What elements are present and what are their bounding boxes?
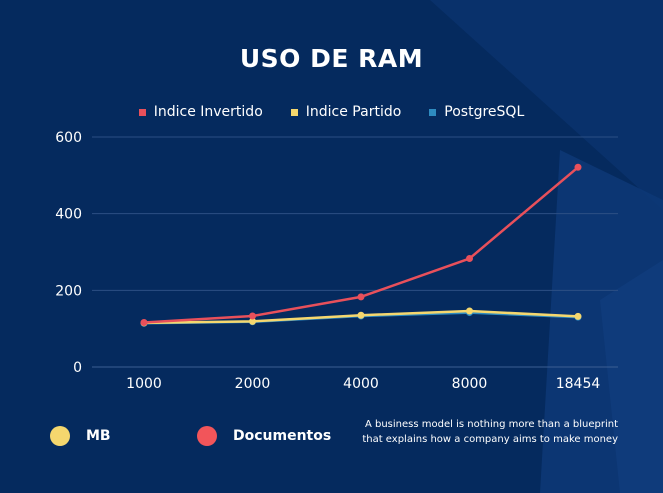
legend-label: Indice Invertido xyxy=(153,104,263,120)
data-point xyxy=(249,317,256,325)
data-point xyxy=(574,163,582,171)
legend-swatch-icon xyxy=(290,108,298,116)
data-point xyxy=(466,255,473,263)
chart-legend: Indice Invertido Indice Partido PostgreS… xyxy=(0,104,663,120)
data-point xyxy=(466,307,473,315)
chart-title: USO DE RAM xyxy=(239,44,424,73)
y-tick-label: 200 xyxy=(55,283,82,299)
footer-label: Documentos xyxy=(233,428,332,444)
legend-label: Indice Partido xyxy=(305,104,402,120)
x-tick-label: 2000 xyxy=(235,376,271,392)
yellow-dot-icon xyxy=(50,426,70,446)
legend-item-postgresql: PostgreSQL xyxy=(429,104,524,120)
x-tick-label: 18454 xyxy=(556,376,601,392)
footer-label: MB xyxy=(86,428,111,444)
legend-swatch-icon xyxy=(138,108,146,116)
note-line: that explains how a company aims to make… xyxy=(362,434,618,445)
data-point xyxy=(357,311,365,319)
x-tick-label: 1000 xyxy=(126,376,162,392)
y-tick-label: 600 xyxy=(55,130,82,146)
y-tick-label: 400 xyxy=(55,207,82,223)
red-dot-icon xyxy=(197,426,217,446)
legend-item-indice-invertido: Indice Invertido xyxy=(138,104,263,120)
data-point xyxy=(574,312,582,320)
footer-legend-documentos: Documentos xyxy=(197,426,331,446)
y-tick-label: 0 xyxy=(73,360,82,376)
data-point xyxy=(249,312,256,320)
data-point xyxy=(140,319,148,327)
data-point xyxy=(357,293,365,301)
legend-item-indice-partido: Indice Partido xyxy=(290,104,402,120)
note-line: A business model is nothing more than a … xyxy=(364,419,618,430)
x-tick-label: 8000 xyxy=(452,376,488,392)
legend-swatch-icon xyxy=(429,108,437,116)
footer-note: A business model is nothing more than a … xyxy=(338,417,618,447)
x-tick-label: 4000 xyxy=(343,376,379,392)
legend-label: PostgreSQL xyxy=(444,104,525,120)
footer-legend-mb: MB xyxy=(50,426,111,446)
